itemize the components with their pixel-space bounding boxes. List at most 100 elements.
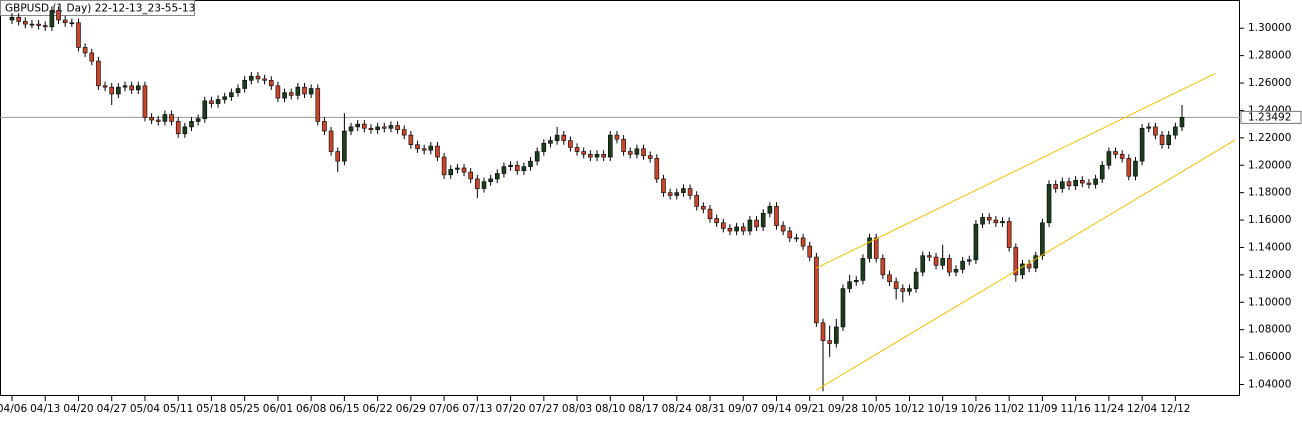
y-tick-label: 1.12000 (1248, 269, 1291, 281)
candle-body (49, 10, 55, 28)
candle-body (534, 151, 540, 162)
x-tick-label: 11/09 (1027, 403, 1057, 415)
candle-body (388, 125, 394, 129)
candle-body (694, 195, 700, 207)
candle-body (913, 271, 919, 289)
candle-body (189, 121, 194, 128)
candle-body (69, 22, 75, 25)
candle-body (475, 178, 480, 189)
candle-body (767, 206, 773, 214)
candle-body (873, 237, 879, 259)
candle-body (514, 164, 520, 172)
candle-body (235, 88, 241, 93)
candle-body (255, 75, 261, 80)
x-tick-label: 11/16 (1061, 403, 1092, 415)
candle-body (448, 169, 454, 176)
candle-body (268, 79, 274, 87)
candle-body (1086, 182, 1092, 185)
candle-body (1026, 263, 1032, 269)
candle-body (820, 322, 826, 341)
candle-body (986, 217, 992, 221)
candle-body (661, 178, 666, 193)
x-tick-label: 07/06 (429, 403, 460, 415)
candle-body (581, 151, 586, 155)
candle-body (647, 155, 653, 159)
x-tick-label: 05/11 (163, 403, 193, 415)
y-tick-label: 1.10000 (1248, 296, 1291, 308)
candle-body (1053, 184, 1058, 189)
candle-body (880, 258, 886, 276)
candle-body (774, 206, 779, 226)
candle-body (488, 178, 493, 182)
candle-body (395, 125, 400, 130)
candle-body (814, 256, 819, 324)
candle-body (900, 288, 906, 292)
candle-body (288, 92, 294, 96)
y-tick-label: 1.20000 (1248, 159, 1291, 171)
candle-body (1159, 134, 1165, 145)
candle-body (282, 92, 287, 99)
candle-body (155, 119, 161, 122)
x-tick-label: 09/28 (828, 403, 858, 415)
x-tick-label: 04/20 (63, 403, 93, 415)
candle-body (381, 126, 387, 129)
candle-body (707, 208, 713, 219)
candle-body (634, 148, 640, 155)
candle-body (202, 100, 208, 119)
candle-body (807, 245, 813, 258)
x-tick-label: 05/25 (230, 403, 260, 415)
price-label: 1.23492 (1248, 111, 1291, 123)
candle-body (342, 130, 347, 162)
candle-body (302, 86, 307, 95)
candle-body (933, 256, 939, 266)
candle-body (667, 192, 673, 196)
trendline (816, 139, 1236, 391)
x-tick-label: 06/08 (296, 403, 326, 415)
candle-body (867, 237, 872, 259)
candle-body (528, 160, 533, 167)
candle-body (721, 222, 726, 229)
candle-body (920, 255, 926, 273)
candle-body (847, 281, 852, 289)
candle-body (275, 85, 281, 99)
candle-body (262, 78, 267, 81)
candle-body (209, 100, 214, 104)
x-tick-label: 10/05 (861, 403, 891, 415)
candle-body (56, 10, 61, 21)
candle-body (780, 225, 786, 232)
candle-body (175, 121, 181, 135)
candle-body (594, 153, 600, 158)
candle-body (1066, 181, 1072, 187)
candle-body (608, 134, 613, 158)
candle-body (415, 144, 420, 150)
y-tick-label: 1.08000 (1248, 324, 1291, 336)
y-tick-label: 1.28000 (1248, 50, 1291, 62)
candle-body (142, 85, 148, 118)
candle-body (674, 192, 680, 196)
x-tick-label: 08/10 (595, 403, 625, 415)
candle-body (1079, 180, 1085, 184)
x-tick-label: 07/13 (462, 403, 492, 415)
candle-body (1173, 126, 1178, 136)
candle-body (740, 226, 746, 232)
candle-body (308, 88, 314, 95)
x-tick-label: 05/18 (196, 403, 226, 415)
candle-body (840, 288, 846, 328)
candle-body (1133, 160, 1138, 177)
x-tick-label: 11/24 (1094, 403, 1125, 415)
candle-body (62, 19, 68, 24)
candle-body (441, 156, 447, 176)
candle-body (1146, 126, 1152, 129)
y-tick-label: 1.06000 (1248, 351, 1291, 363)
x-tick-label: 11/02 (994, 403, 1024, 415)
candle-body (947, 258, 952, 273)
x-tick-label: 10/26 (961, 403, 992, 415)
candle-body (588, 153, 593, 158)
candle-body (681, 188, 686, 193)
candle-body (1040, 222, 1045, 256)
y-tick-label: 1.30000 (1248, 22, 1291, 34)
candle-body (1126, 158, 1132, 177)
candle-body (940, 258, 945, 266)
